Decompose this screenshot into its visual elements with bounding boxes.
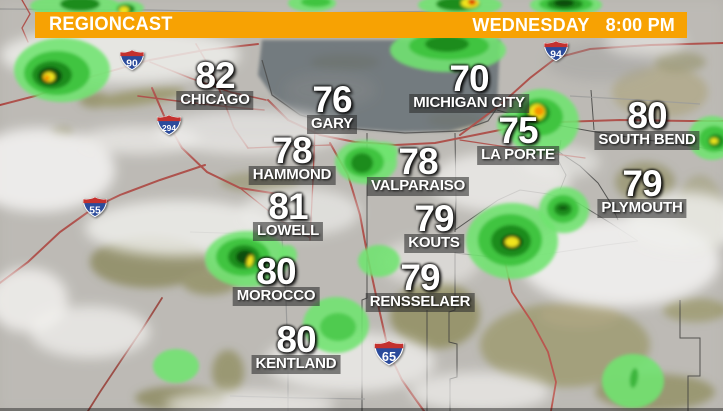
header-banner: REGIONCAST WEDNESDAY 8:00 PM — [35, 12, 687, 38]
banner-day: WEDNESDAY — [472, 14, 590, 35]
radar-layer — [14, 0, 723, 408]
banner-time: 8:00 PM — [605, 14, 675, 35]
map-bottom-edge — [0, 408, 723, 411]
banner-title: REGIONCAST — [49, 14, 173, 35]
